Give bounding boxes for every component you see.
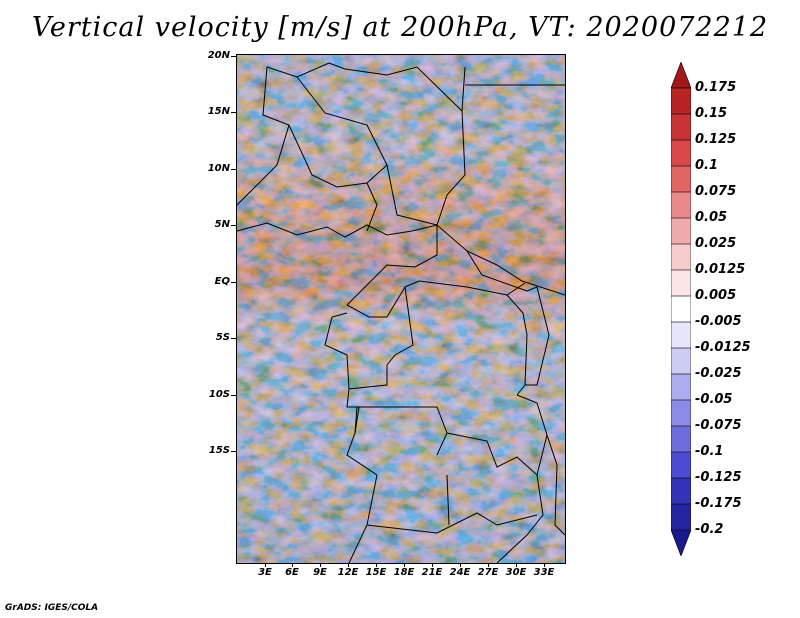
lat-label: EQ	[214, 276, 230, 287]
lon-tick	[432, 563, 433, 567]
colorbar-label: -0.125	[695, 470, 742, 485]
colorbar-segment	[671, 217, 691, 245]
colorbar-segment	[671, 451, 691, 479]
colorbar	[671, 62, 691, 556]
colorbar-segment	[671, 347, 691, 375]
colorbar-segment	[671, 295, 691, 323]
colorbar-label: -0.1	[695, 444, 724, 459]
colorbar-segment	[671, 425, 691, 453]
lon-tick	[460, 563, 461, 567]
lon-tick	[265, 563, 266, 567]
lon-tick	[544, 563, 545, 567]
lon-tick	[320, 563, 321, 567]
lat-tick	[231, 451, 236, 452]
colorbar-label: 0.175	[695, 80, 737, 95]
map-title: Vertical velocity [m/s] at 200hPa, VT: 2…	[31, 12, 769, 43]
lat-tick	[231, 395, 236, 396]
lat-label: 5S	[215, 332, 230, 343]
lon-label: 15E	[365, 567, 387, 578]
lon-tick	[516, 563, 517, 567]
lon-tick	[292, 563, 293, 567]
colorbar-segment	[671, 113, 691, 141]
colorbar-label: -0.0125	[695, 340, 751, 355]
colorbar-segment	[671, 191, 691, 219]
lon-label: 18E	[393, 567, 415, 578]
lon-label: 27E	[477, 567, 499, 578]
colorbar-segment	[671, 321, 691, 349]
colorbar-segment	[671, 87, 691, 115]
colorbar-segment	[671, 477, 691, 505]
lat-tick	[231, 56, 236, 57]
lon-label: 12E	[337, 567, 359, 578]
colorbar-label: -0.025	[695, 366, 742, 381]
lon-label: 30E	[505, 567, 527, 578]
colorbar-segment	[671, 62, 691, 89]
lon-tick	[376, 563, 377, 567]
lat-label: 15N	[207, 106, 230, 117]
colorbar-label: -0.2	[695, 522, 724, 537]
lat-label: 10S	[208, 389, 230, 400]
lat-tick	[231, 282, 236, 283]
lon-label: 6E	[285, 567, 299, 578]
lon-label: 33E	[533, 567, 555, 578]
colorbar-segment	[671, 399, 691, 427]
colorbar-segment	[671, 269, 691, 297]
velocity-field-map	[237, 55, 565, 563]
lon-label: 21E	[421, 567, 443, 578]
lat-label: 15S	[208, 445, 230, 456]
colorbar-segment	[671, 165, 691, 193]
lat-tick	[231, 112, 236, 113]
colorbar-label: -0.075	[695, 418, 742, 433]
colorbar-segment	[671, 373, 691, 401]
colorbar-segment	[671, 529, 691, 556]
colorbar-label: -0.05	[695, 392, 733, 407]
colorbar-label: 0.15	[695, 106, 728, 121]
lon-tick	[348, 563, 349, 567]
lat-tick	[231, 338, 236, 339]
colorbar-label: 0.05	[695, 210, 728, 225]
lon-label: 9E	[313, 567, 327, 578]
lat-tick	[231, 225, 236, 226]
lat-label: 20N	[207, 50, 230, 61]
country-borders	[237, 62, 565, 563]
lon-label: 3E	[258, 567, 272, 578]
colorbar-segment	[671, 243, 691, 271]
colorbar-label: -0.175	[695, 496, 742, 511]
colorbar-segment	[671, 503, 691, 531]
map-panel	[236, 54, 566, 564]
colorbar-label: 0.0125	[695, 262, 746, 277]
lon-tick	[488, 563, 489, 567]
colorbar-label: 0.1	[695, 158, 719, 173]
lon-tick	[404, 563, 405, 567]
colorbar-label: 0.005	[695, 288, 737, 303]
colorbar-label: 0.125	[695, 132, 737, 147]
lat-label: 5N	[214, 219, 230, 230]
lat-label: 10N	[207, 163, 230, 174]
lon-label: 24E	[449, 567, 471, 578]
colorbar-label: 0.025	[695, 236, 737, 251]
lat-tick	[231, 169, 236, 170]
colorbar-label: 0.075	[695, 184, 737, 199]
colorbar-segment	[671, 139, 691, 167]
footer-credit: GrADS: IGES/COLA	[5, 603, 99, 613]
colorbar-label: -0.005	[695, 314, 742, 329]
